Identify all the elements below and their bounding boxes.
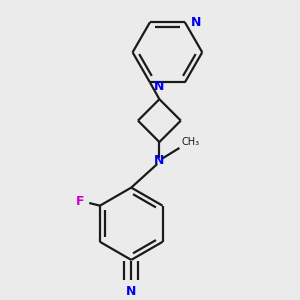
Text: N: N — [154, 80, 165, 93]
Text: F: F — [76, 195, 85, 208]
Text: N: N — [126, 285, 136, 298]
Text: N: N — [191, 16, 201, 29]
Text: N: N — [154, 154, 165, 167]
Text: CH₃: CH₃ — [182, 136, 200, 147]
